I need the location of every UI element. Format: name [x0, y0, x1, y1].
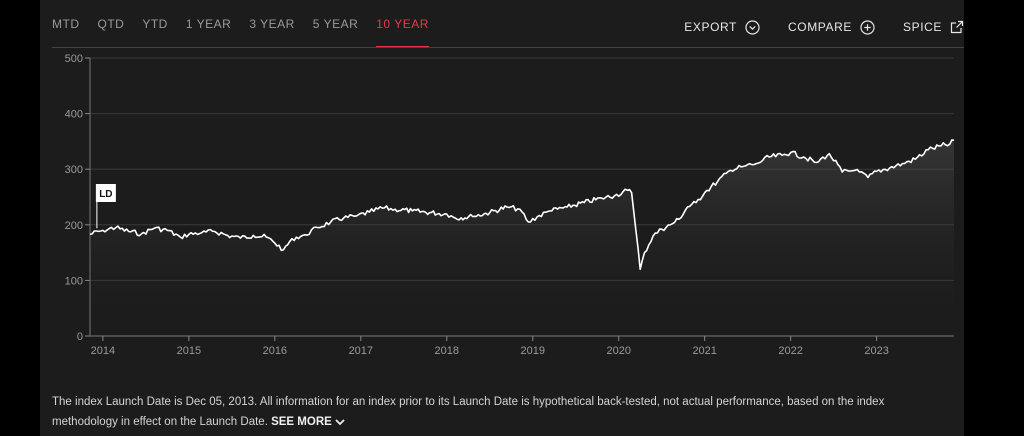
series-area — [90, 139, 954, 336]
tab-ytd[interactable]: YTD — [142, 17, 168, 31]
x-tick-label: 2018 — [435, 345, 459, 357]
range-tabs: MTD QTD YTD 1 YEAR 3 YEAR 5 YEAR 10 YEAR — [52, 0, 447, 48]
tab-10-year[interactable]: 10 YEAR — [376, 0, 429, 48]
export-button[interactable]: EXPORT — [684, 19, 760, 35]
x-tick-label: 2022 — [778, 345, 802, 357]
tab-mtd[interactable]: MTD — [52, 17, 80, 31]
export-label: EXPORT — [684, 20, 737, 34]
ld-marker-box — [95, 184, 116, 202]
compare-button[interactable]: COMPARE — [788, 19, 875, 35]
tab-qtd[interactable]: QTD — [97, 17, 125, 31]
y-tick-label: 100 — [65, 275, 83, 287]
y-tick-label: 200 — [65, 220, 83, 232]
chevron-down-icon — [335, 419, 345, 426]
spice-link[interactable]: SPICE — [903, 20, 964, 34]
x-tick-label: 2019 — [521, 345, 545, 357]
series-line — [89, 139, 955, 271]
x-tick-label: 2014 — [91, 345, 115, 357]
compare-label: COMPARE — [788, 20, 852, 34]
external-link-icon — [950, 20, 964, 34]
tab-3-year[interactable]: 3 YEAR — [249, 17, 295, 31]
spice-label: SPICE — [902, 20, 942, 34]
x-tick-label: 2017 — [349, 345, 373, 357]
ld-marker-label: LD — [99, 189, 112, 200]
tab-divider — [52, 47, 964, 48]
tab-5-year[interactable]: 5 YEAR — [312, 17, 359, 31]
x-tick-label: 2021 — [692, 345, 716, 357]
see-more-link[interactable]: SEE MORE — [271, 416, 345, 428]
launch-date-note: The index Launch Date is Dec 05, 2013. A… — [52, 392, 952, 432]
tab-1-year[interactable]: 1 YEAR — [185, 17, 232, 31]
x-tick-label: 2016 — [263, 345, 287, 357]
chart-actions: EXPORT COMPARE SPICE — [656, 0, 964, 54]
x-tick-label: 2023 — [864, 345, 888, 357]
y-tick-label: 300 — [65, 164, 83, 176]
x-tick-label: 2015 — [177, 345, 201, 357]
chevron-down-circle-icon — [745, 19, 760, 35]
chart-panel: MTD QTD YTD 1 YEAR 3 YEAR 5 YEAR 10 YEAR… — [40, 0, 964, 436]
y-tick-label: 400 — [65, 109, 83, 121]
y-tick-label: 500 — [65, 53, 83, 65]
line-chart: 0 100 200 300 400 500 2014 2015 2016 2017 2018 2019… — [65, 53, 955, 357]
see-more-label: SEE MORE — [271, 416, 332, 428]
y-tick-label: 0 — [77, 331, 83, 343]
plus-circle-icon — [860, 19, 875, 35]
note-text: The index Launch Date is Dec 05, 2013. A… — [52, 396, 885, 428]
x-tick-label: 2020 — [606, 345, 630, 357]
